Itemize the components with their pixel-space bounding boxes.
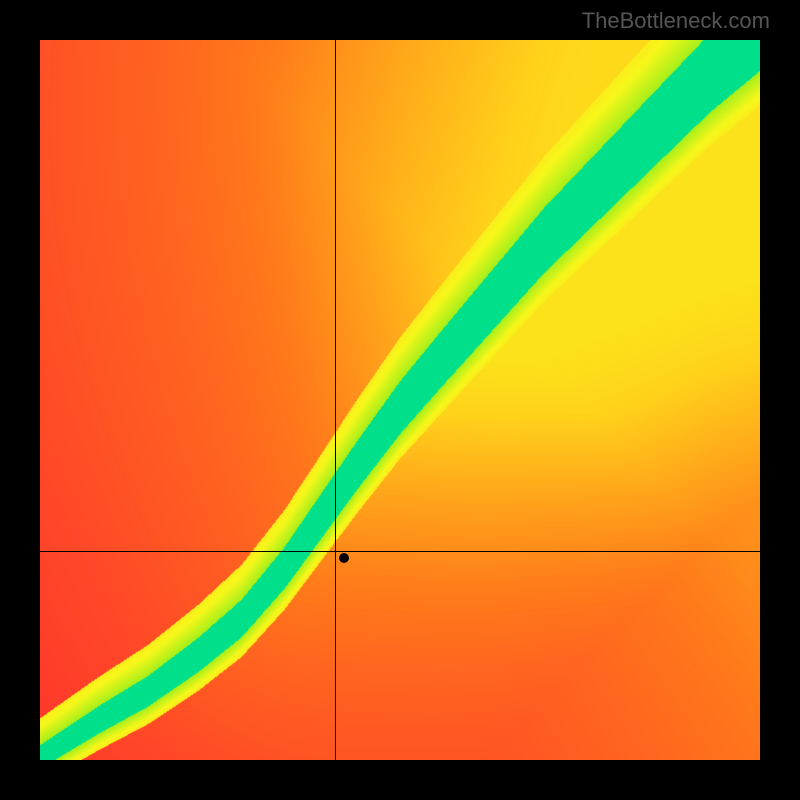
crosshair-vertical (335, 40, 336, 760)
watermark-text: TheBottleneck.com (582, 8, 770, 34)
crosshair-horizontal (40, 551, 760, 552)
heatmap-canvas (40, 40, 760, 760)
marker-dot (339, 553, 349, 563)
heatmap-plot (40, 40, 760, 760)
